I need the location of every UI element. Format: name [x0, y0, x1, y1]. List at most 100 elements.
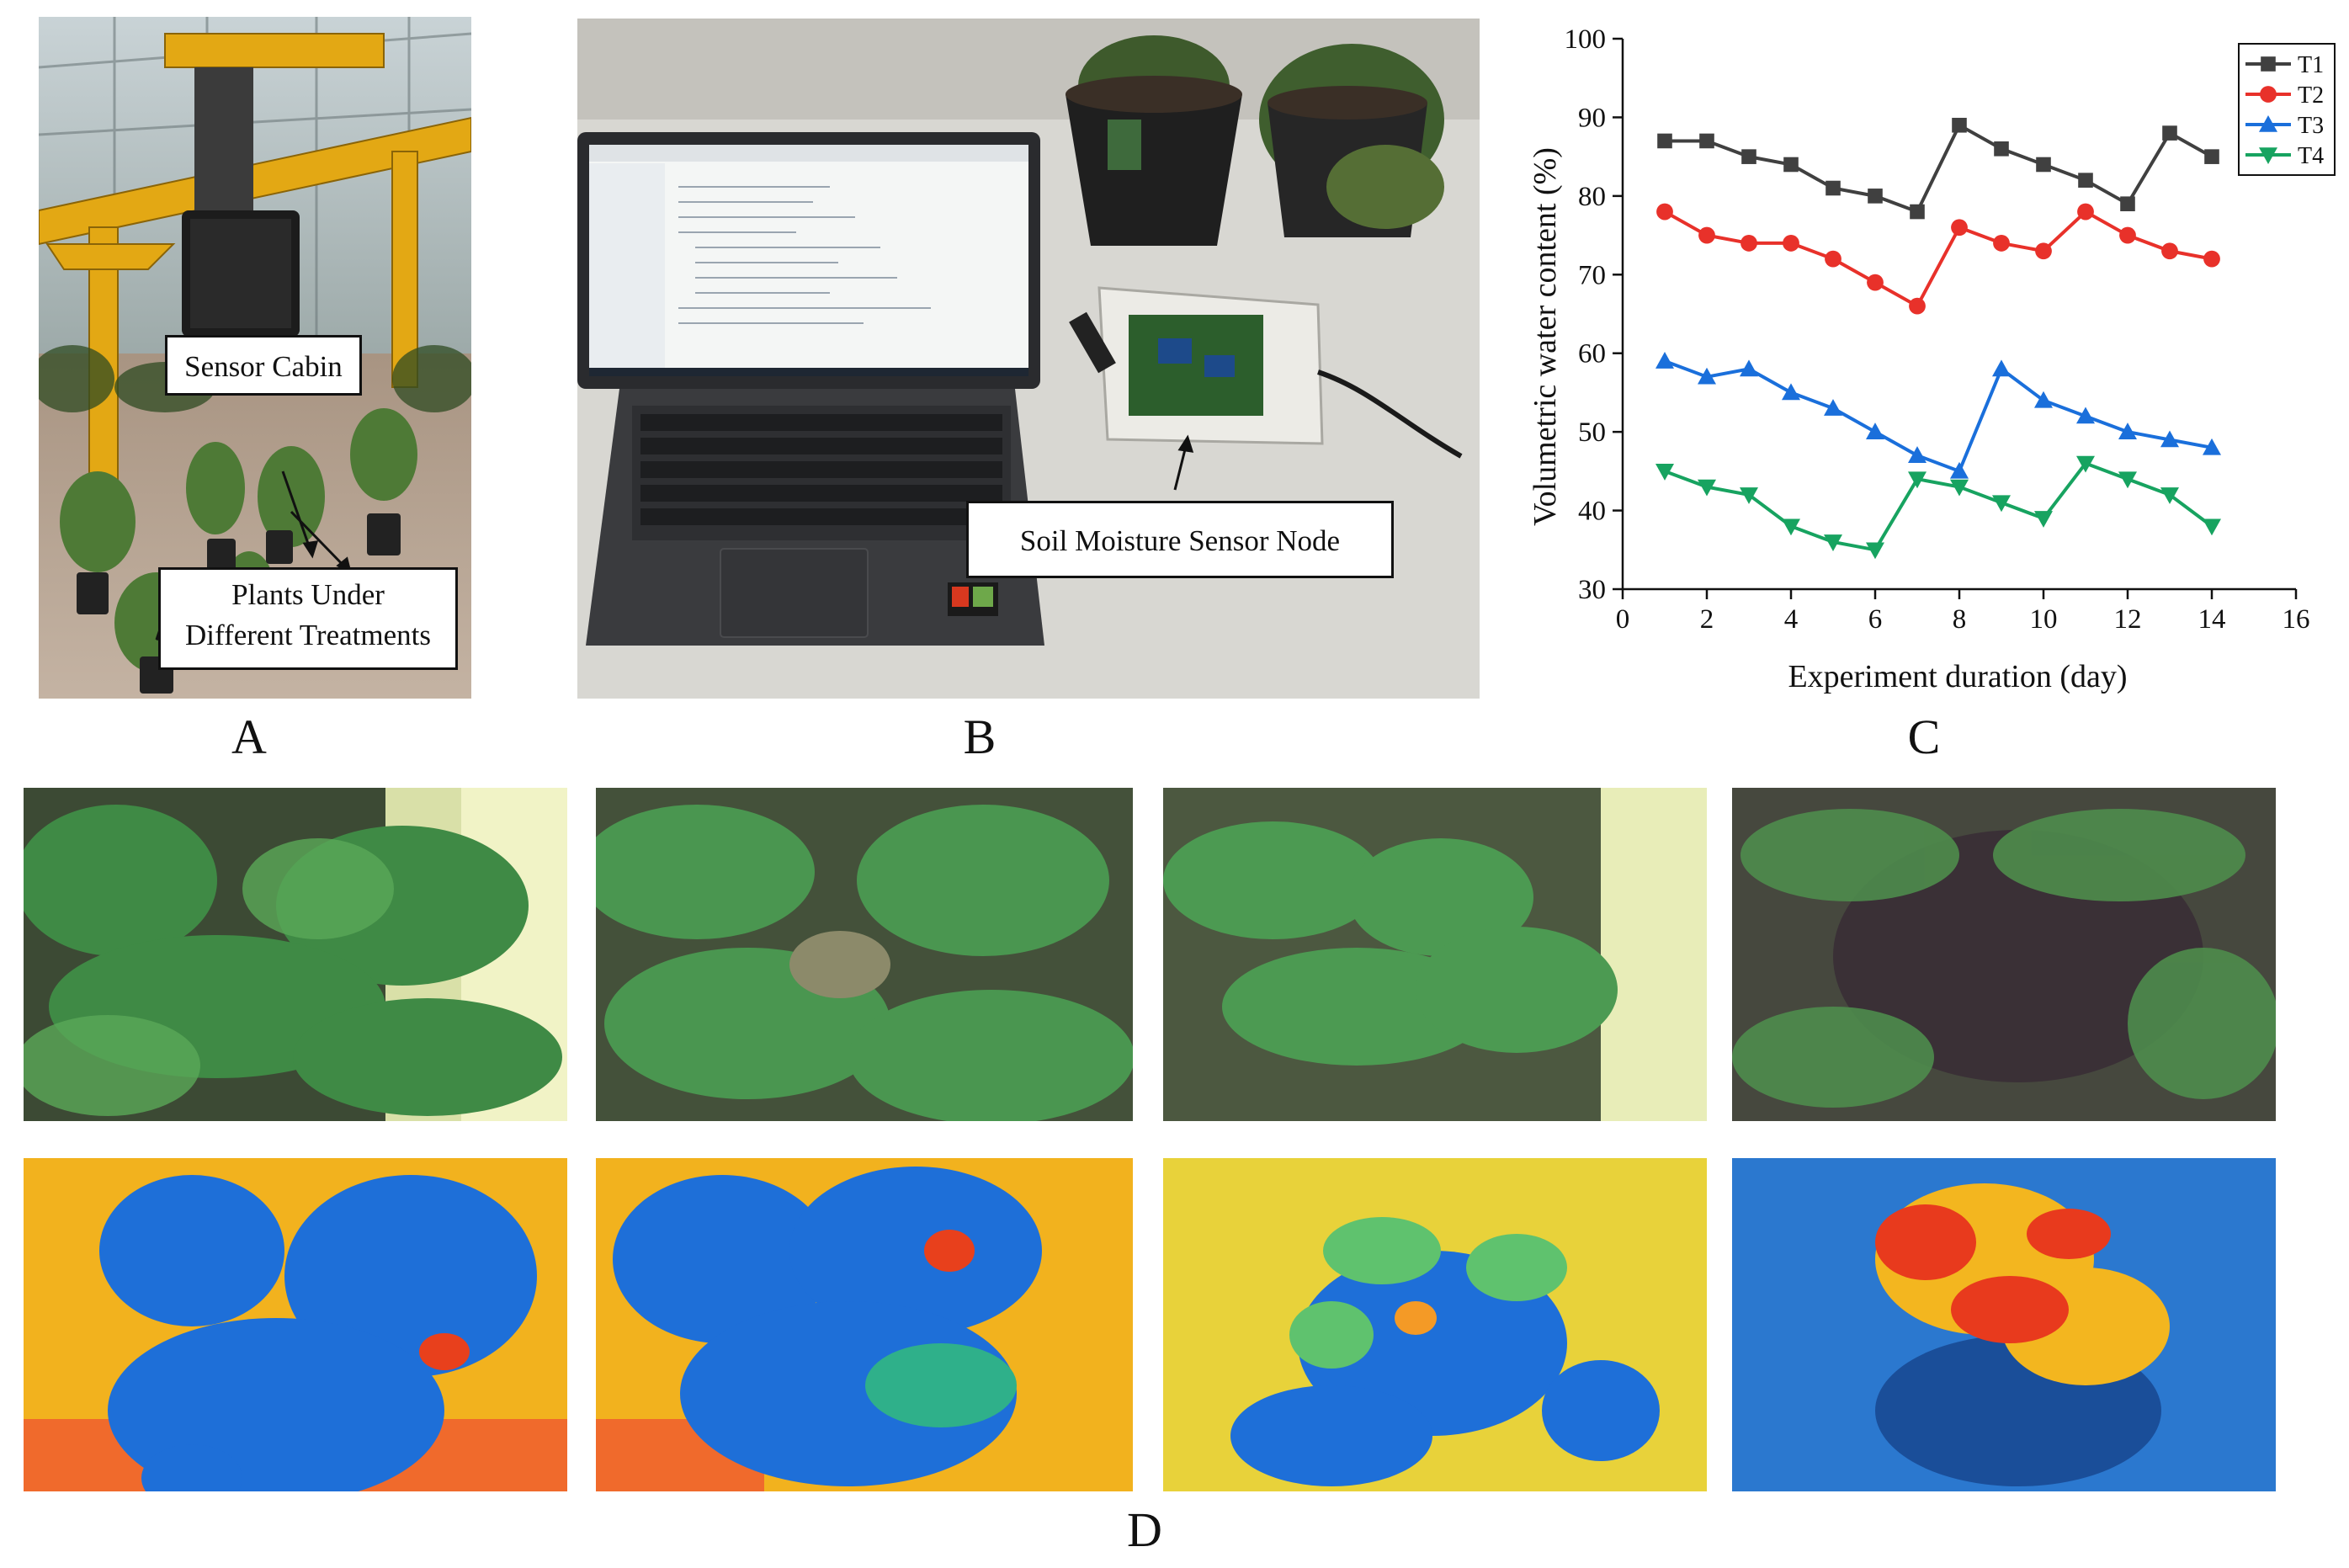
- data-point-t3: [1698, 367, 1716, 385]
- x-tick-label: 16: [2283, 604, 2310, 635]
- data-point-t4: [1908, 471, 1926, 489]
- data-point-t4: [1782, 518, 1800, 536]
- series-t2: [1656, 203, 2220, 315]
- data-point-t3: [1908, 446, 1926, 463]
- sensor-node-box: [1069, 286, 1463, 459]
- rgb-image-3: [1163, 788, 1707, 1121]
- data-point-t2: [1993, 235, 2010, 252]
- rgb-image-1: [24, 788, 567, 1121]
- data-point-t2: [2119, 226, 2136, 244]
- data-point-t2: [2203, 250, 2220, 268]
- thermal-image-4: [1732, 1158, 2276, 1491]
- data-point-t4: [1824, 534, 1842, 551]
- photo-laptop-sensor: [577, 19, 1480, 699]
- data-point-t4: [2160, 487, 2179, 504]
- series-line-t4: [1664, 461, 2213, 552]
- data-point-t3: [2203, 438, 2221, 455]
- data-point-t1: [1910, 204, 1925, 220]
- data-point-t3: [1950, 461, 1969, 479]
- data-point-t2: [2077, 203, 2094, 221]
- legend-label-t4: T4: [2298, 143, 2324, 169]
- series-t4: [1655, 455, 2221, 560]
- data-point-t2: [1740, 235, 1757, 252]
- data-point-t4: [1740, 487, 1758, 504]
- data-point-t1: [2204, 149, 2219, 164]
- potted-plants: [1066, 35, 1444, 246]
- data-point-t4: [2203, 518, 2221, 536]
- chart-legend: T1 T2 T3 T4: [2238, 43, 2336, 176]
- data-point-t1: [2036, 157, 2051, 173]
- data-point-t2: [2161, 242, 2178, 260]
- sensor-node-label: Soil Moisture Sensor Node: [1019, 524, 1341, 557]
- sensor-cabin-label: Sensor Cabin: [184, 350, 343, 383]
- data-point-t4: [1866, 542, 1884, 560]
- data-point-t3: [1866, 423, 1884, 439]
- data-point-t1: [1741, 149, 1756, 164]
- legend-marker-t1: [2261, 56, 2276, 72]
- data-point-t1: [2078, 173, 2093, 188]
- plants-callout: Plants Under Different Treatments: [158, 567, 458, 670]
- laptop-sensor-illustration: [577, 19, 1480, 699]
- laptop: [577, 132, 1044, 646]
- chart-series: [1655, 117, 2221, 560]
- sensor-node-callout: Soil Moisture Sensor Node: [966, 501, 1394, 578]
- legend-label-t1: T1: [2298, 52, 2324, 78]
- series-t1: [1657, 117, 2219, 220]
- data-point-t3: [1655, 352, 1674, 369]
- data-point-t1: [1952, 117, 1967, 133]
- thermal-image-2: [596, 1158, 1133, 1491]
- data-point-t4: [2118, 471, 2137, 489]
- y-tick-label: 90: [1578, 103, 1606, 133]
- x-tick-label: 12: [2114, 604, 2142, 635]
- data-point-t3: [1782, 383, 1800, 401]
- y-tick-label: 60: [1578, 339, 1606, 369]
- legend-marker-t3: [2259, 115, 2277, 132]
- x-tick-label: 2: [1700, 604, 1714, 635]
- data-point-t4: [2034, 511, 2053, 528]
- panel-letter-d: D: [1127, 1502, 1162, 1557]
- y-tick-label: 70: [1578, 260, 1606, 290]
- data-point-t1: [1868, 189, 1883, 204]
- panel-letter-c: C: [1907, 710, 1941, 764]
- legend-label-t3: T3: [2298, 113, 2324, 139]
- rgb-image-4: [1732, 788, 2276, 1121]
- greenhouse-illustration: [39, 17, 471, 699]
- y-axis-label: Volumetric water content (%): [1528, 147, 1563, 526]
- data-point-t1: [1826, 180, 1841, 196]
- data-point-t2: [1783, 235, 1799, 252]
- y-tick-label: 80: [1578, 182, 1606, 212]
- x-tick-label: 14: [2198, 604, 2226, 635]
- photo-greenhouse: [39, 17, 471, 699]
- data-point-t2: [1825, 250, 1841, 268]
- chart-axes: 0 2 4 6 8 10 12 14 16 30 40 50 60 70 80 90 100: [1565, 24, 2310, 635]
- data-point-t3: [1824, 399, 1842, 416]
- x-tick-label: 4: [1784, 604, 1799, 635]
- x-axis-label: Experiment duration (day): [1788, 659, 2127, 694]
- data-point-t2: [1656, 203, 1673, 221]
- data-point-t2: [2035, 242, 2052, 260]
- plants-label-line2: Different Treatments: [185, 619, 431, 651]
- panel-letter-a: A: [231, 710, 267, 764]
- data-point-t2: [1698, 226, 1715, 244]
- legend-marker-t4: [2259, 147, 2277, 164]
- data-point-t3: [1992, 359, 2011, 377]
- data-point-t4: [1698, 479, 1716, 497]
- data-point-t4: [1655, 464, 1674, 481]
- data-point-t1: [1699, 133, 1714, 149]
- sensor-cabin-callout: Sensor Cabin: [165, 335, 362, 396]
- data-point-t1: [1783, 157, 1799, 173]
- y-tick-label: 30: [1578, 575, 1606, 605]
- y-tick-label: 50: [1578, 417, 1606, 448]
- series-t3: [1655, 352, 2221, 479]
- legend-marker-t2: [2260, 86, 2277, 103]
- x-tick-label: 10: [2030, 604, 2058, 635]
- thermal-image-3: [1163, 1158, 1707, 1491]
- data-point-t3: [2160, 430, 2179, 448]
- x-tick-label: 6: [1868, 604, 1883, 635]
- water-content-chart: 0 2 4 6 8 10 12 14 16 30 40 50 60 70 80 90 100 T1 T2 T3 T4 …: [1507, 8, 2340, 707]
- data-point-t4: [1992, 495, 2011, 513]
- data-point-t3: [2076, 407, 2095, 424]
- data-point-t2: [1951, 219, 1968, 237]
- series-line-t2: [1664, 210, 2213, 309]
